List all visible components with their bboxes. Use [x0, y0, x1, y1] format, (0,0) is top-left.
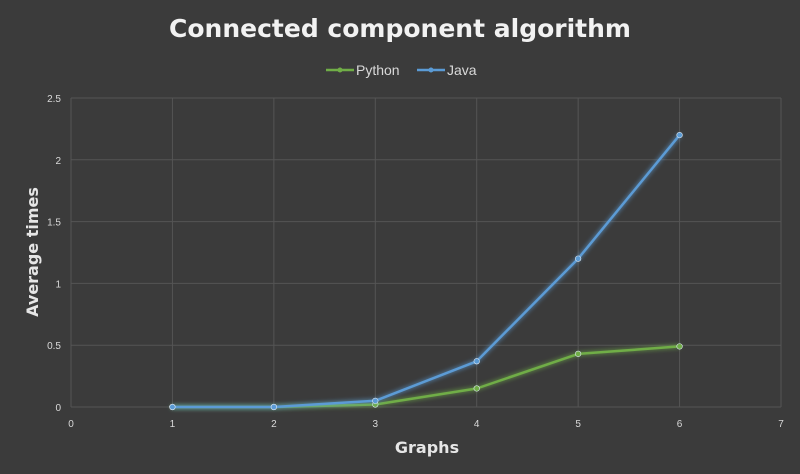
point-java-1[interactable]	[169, 403, 176, 411]
legend-java-label: Java	[447, 62, 477, 78]
x-axis-title: Graphs	[395, 438, 459, 457]
x-tick-label-2: 2	[271, 419, 277, 430]
x-tick-label-6: 6	[677, 419, 683, 430]
x-tick-label-5: 5	[575, 419, 581, 430]
y-axis-ticks: 0 0.5 1 1.5 2 2.5	[47, 94, 61, 414]
legend-python-label: Python	[356, 62, 400, 78]
point-python-6[interactable]	[676, 343, 683, 350]
series-java	[169, 131, 683, 411]
chart-title: Connected component algorithm	[169, 14, 631, 43]
legend-item-java[interactable]: Java	[417, 62, 477, 78]
legend-item-python[interactable]: Python	[326, 62, 400, 78]
x-tick-label-1: 1	[170, 419, 176, 430]
series-layer	[169, 131, 683, 411]
series-line-python	[171, 345, 681, 409]
y-tick-label-5: 2.5	[47, 94, 61, 105]
x-tick-label-7: 7	[778, 419, 784, 430]
y-tick-label-3: 1.5	[47, 218, 61, 229]
grid	[70, 97, 782, 408]
y-axis-title: Average times	[23, 187, 42, 317]
x-axis-ticks: 0 1 2 3 4 5 6 7	[68, 419, 784, 430]
point-java-2[interactable]	[270, 403, 277, 411]
x-tick-label-4: 4	[474, 419, 480, 430]
legend-python-marker	[337, 67, 343, 73]
legend: Python Java	[326, 62, 477, 78]
point-python-5[interactable]	[575, 350, 582, 357]
y-tick-label-1: 0.5	[47, 341, 61, 352]
series-python	[169, 343, 683, 411]
x-tick-label-3: 3	[373, 419, 379, 430]
series-line-java	[171, 133, 681, 409]
point-java-6[interactable]	[676, 131, 683, 139]
y-tick-label-2: 1	[55, 279, 61, 290]
legend-java-marker	[428, 67, 434, 73]
y-tick-label-0: 0	[55, 403, 61, 414]
x-tick-label-0: 0	[68, 419, 74, 430]
y-tick-label-4: 2	[55, 156, 61, 167]
point-java-4[interactable]	[473, 358, 480, 365]
point-java-5[interactable]	[575, 255, 582, 262]
point-python-4[interactable]	[473, 385, 480, 392]
point-java-3[interactable]	[372, 397, 379, 404]
